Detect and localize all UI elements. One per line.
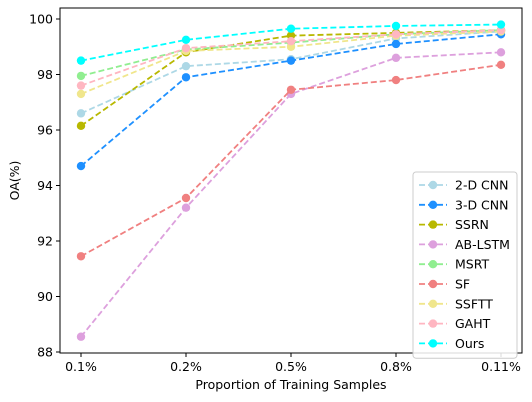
legend-marker xyxy=(428,319,438,328)
legend-label: 3-D CNN xyxy=(455,197,509,212)
series-line xyxy=(80,33,502,167)
legend-marker xyxy=(428,279,438,289)
legend-label: SF xyxy=(455,277,470,292)
data-point xyxy=(76,109,86,118)
data-point xyxy=(76,121,86,131)
y-tick-label: 94 xyxy=(37,178,53,193)
data-point xyxy=(286,85,296,94)
legend-label: 2-D CNN xyxy=(455,178,509,193)
data-point xyxy=(181,35,191,45)
legend-label: SSFTT xyxy=(455,296,493,311)
x-tick-label: 0.8% xyxy=(380,359,412,374)
legend-item: AB-LSTM xyxy=(419,237,510,252)
data-point xyxy=(391,39,401,49)
data-point xyxy=(286,56,296,65)
legend-label: Ours xyxy=(455,336,484,351)
series-3-d-cnn xyxy=(76,30,506,171)
y-tick-label: 96 xyxy=(37,123,53,138)
data-point xyxy=(76,332,86,341)
legend-item: 3-D CNN xyxy=(419,197,509,212)
x-tick-label: 0.1% xyxy=(65,359,97,374)
y-tick-label: 100 xyxy=(29,12,53,27)
data-point xyxy=(76,71,86,81)
data-point xyxy=(76,89,86,99)
data-point xyxy=(181,61,191,71)
data-point xyxy=(286,24,296,33)
legend-item: MSRT xyxy=(419,257,489,272)
data-point xyxy=(76,252,86,261)
legend-marker xyxy=(428,180,438,190)
legend-item: SF xyxy=(419,277,470,292)
x-tick-label: 0.11% xyxy=(481,359,521,374)
legend-marker xyxy=(428,200,438,209)
legend-marker xyxy=(428,240,438,249)
legend-label: MSRT xyxy=(455,257,489,272)
legend-label: SSRN xyxy=(455,217,489,232)
legend-item: 2-D CNN xyxy=(419,178,509,193)
axes-layer: 88 90 92 94 96 98 100 0.1% 0.2% 0.5% 0.8% 0.11% xyxy=(29,12,521,375)
legend: 2-D CNN 3-D CNN SSRN AB-LSTM MSRT SF SSFTT GAHT… xyxy=(412,171,518,359)
data-point xyxy=(181,43,191,53)
data-point xyxy=(391,21,401,31)
data-point xyxy=(496,60,506,69)
series-layer xyxy=(76,20,506,341)
data-point xyxy=(391,53,401,63)
data-point xyxy=(76,161,86,171)
legend-item: GAHT xyxy=(419,316,491,331)
legend-item: Ours xyxy=(419,336,484,351)
legend-label: GAHT xyxy=(455,316,491,331)
data-point xyxy=(181,203,191,212)
legend-marker xyxy=(428,220,438,229)
legend-box xyxy=(412,171,518,359)
x-tick-label: 0.5% xyxy=(275,359,307,374)
legend-item: SSRN xyxy=(419,217,489,232)
data-point xyxy=(496,20,506,29)
data-point xyxy=(391,75,401,85)
y-tick-label: 88 xyxy=(37,345,53,360)
data-point xyxy=(496,48,506,57)
y-tick-label: 98 xyxy=(37,67,53,82)
y-axis-title: OA(%) xyxy=(7,161,22,201)
series-sf xyxy=(76,60,506,261)
data-point xyxy=(181,193,191,203)
data-point xyxy=(76,81,86,90)
legend-marker xyxy=(428,260,438,269)
legend-marker xyxy=(428,299,438,308)
y-tick-label: 92 xyxy=(37,234,53,249)
data-point xyxy=(181,73,191,82)
data-point xyxy=(286,37,296,46)
series-line xyxy=(80,51,502,338)
series-ours xyxy=(76,20,506,65)
legend-item: SSFTT xyxy=(419,296,493,311)
legend-marker xyxy=(428,339,438,348)
x-tick-label: 0.2% xyxy=(170,359,202,374)
x-axis-title: Proportion of Training Samples xyxy=(195,377,386,392)
legend-label: AB-LSTM xyxy=(455,237,510,252)
data-point xyxy=(391,30,401,39)
data-point xyxy=(76,56,86,65)
y-tick-label: 90 xyxy=(37,289,53,304)
